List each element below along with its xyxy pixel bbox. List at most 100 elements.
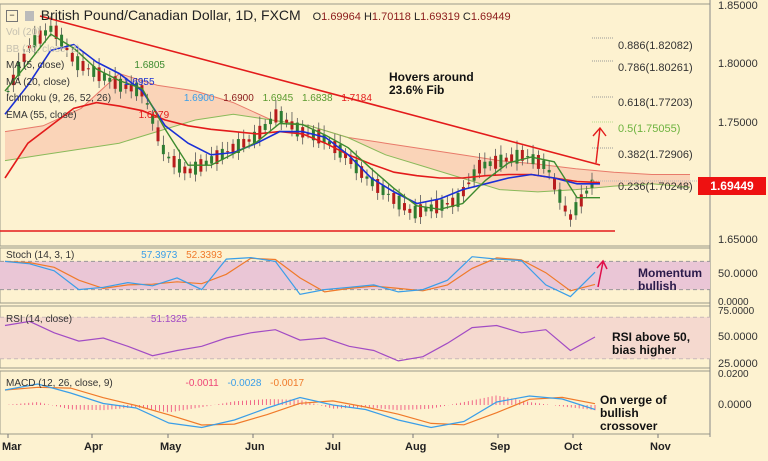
candle-body [344, 152, 348, 159]
legend-vol[interactable]: Vol (20) [6, 27, 40, 38]
candle-body [263, 123, 267, 130]
symbol-title[interactable]: British Pound/Canadian Dollar, 1D, FXCM [40, 7, 301, 23]
annotation-rsi: RSI above 50, bias higher [612, 331, 690, 357]
rsi-line [4, 320, 596, 362]
candle-body [365, 176, 369, 179]
candle-body [569, 214, 573, 220]
month-oct: Oct [564, 441, 583, 453]
flag-icon [24, 11, 34, 22]
annotation-main-line1: Hovers around [389, 70, 474, 84]
annotation-macd-line3: crossover [600, 419, 658, 433]
legend-rsi[interactable]: RSI (14, close) 51.1325 [6, 314, 187, 325]
candle-body [65, 47, 69, 51]
low-label: L [413, 11, 421, 23]
legend-ichimoku[interactable]: Ichimoku (9, 26, 52, 26) 1.6900 1.6900 1… [6, 93, 372, 104]
collapse-icon[interactable]: − [6, 10, 18, 23]
candle-body [258, 125, 262, 140]
candle-body [177, 159, 181, 173]
legend-stoch[interactable]: Stoch (14, 3, 1) 57.3973 52.3393 [6, 250, 222, 261]
candle-body [108, 77, 112, 82]
candle-body [124, 84, 128, 89]
fib-label-0886: 0.886(1.82082) [618, 40, 693, 52]
candle-body [86, 68, 90, 70]
candle-body [424, 207, 428, 212]
rsi-band [0, 317, 710, 359]
rsi-tick-50: 50.0000 [718, 331, 758, 343]
ma5-label: MA (5, close) [6, 60, 65, 71]
ema55-label: EMA (55, close) [6, 110, 77, 121]
resistance-trendline [39, 15, 601, 166]
low-value: 1.69319 [420, 11, 460, 23]
stoch-k-value: 57.3973 [141, 250, 178, 261]
candle-body [526, 156, 530, 158]
candle-body [585, 190, 589, 194]
candle-body [477, 159, 481, 174]
macd-signal-value: -0.0017 [270, 378, 305, 389]
candle-body [536, 154, 540, 169]
candle-body [413, 205, 417, 219]
candle-body [499, 154, 503, 168]
candle-body [102, 73, 106, 81]
ema55-value: 1.6979 [138, 110, 170, 121]
candle-body [408, 208, 412, 213]
candle-body [231, 143, 235, 154]
candle-body [38, 30, 42, 44]
legend-ma5[interactable]: MA (5, close) 1.6805 [6, 60, 165, 71]
candle-body [44, 30, 48, 36]
price-tick-165: 1.65000 [718, 234, 758, 246]
candle-body [97, 67, 101, 82]
candle-body [558, 189, 562, 203]
candle-body [504, 157, 508, 162]
candle-body [70, 52, 74, 62]
candle-body [129, 84, 133, 92]
annotation-macd-line2: bullish [600, 406, 639, 420]
candle-body [386, 193, 390, 195]
fib-label-0618: 0.618(1.77203) [618, 97, 693, 109]
candle-body [435, 199, 439, 214]
ichimoku-conversion: 1.6900 [183, 93, 215, 104]
candle-body [33, 35, 37, 48]
candle-body [172, 155, 176, 168]
annotation-main: Hovers around 23.6% Fib [389, 71, 474, 97]
candle-body [461, 187, 465, 197]
candle-body [167, 156, 171, 159]
candle-body [119, 78, 123, 92]
candle-body [204, 160, 208, 165]
ichimoku-span-b: 1.7184 [341, 93, 372, 104]
fib-label-05: 0.5(1.75055) [618, 123, 681, 135]
candle-body [285, 119, 289, 123]
candle-body [215, 150, 219, 164]
ma20-value: 1.6955 [123, 77, 155, 88]
candle-body [27, 45, 31, 49]
ohlc-values: O1.69964 H1.70118 L1.69319 C1.69449 [313, 11, 511, 23]
breakout-arrow [595, 127, 601, 164]
candle-body [236, 139, 240, 153]
month-sep: Sep [490, 441, 511, 453]
candle-body [92, 66, 96, 77]
candle-body [279, 110, 283, 124]
macd-line-value: -0.0028 [227, 378, 262, 389]
ema55-line [4, 101, 601, 184]
stoch-d-value: 52.3393 [186, 250, 223, 261]
vol-label: Vol (20) [6, 27, 41, 38]
macd-line [4, 383, 596, 429]
candle-body [510, 154, 514, 162]
candle-body [552, 177, 556, 190]
ma5-value: 1.6805 [134, 60, 165, 71]
macd-tick-0: 0.0000 [718, 399, 752, 411]
legend-bb[interactable]: BB (20, close, 2) [6, 44, 80, 55]
price-tick-180: 1.80000 [718, 58, 758, 70]
ichimoku-span-a-line [4, 113, 691, 193]
legend-macd[interactable]: MACD (12, 26, close, 9) -0.0011 -0.0028 … [6, 378, 304, 389]
legend-ma20[interactable]: MA (20, close) 1.6955 [6, 77, 155, 88]
legend-ema55[interactable]: EMA (55, close) 1.6979 [6, 110, 169, 121]
month-aug: Aug [405, 441, 427, 453]
candle-body [370, 177, 374, 187]
candle-body [531, 154, 535, 165]
stoch-label: Stoch (14, 3, 1) [6, 250, 75, 261]
candle-body [226, 151, 230, 153]
candle-body [17, 61, 21, 76]
candle-body [547, 169, 551, 173]
candle-body [135, 82, 139, 97]
